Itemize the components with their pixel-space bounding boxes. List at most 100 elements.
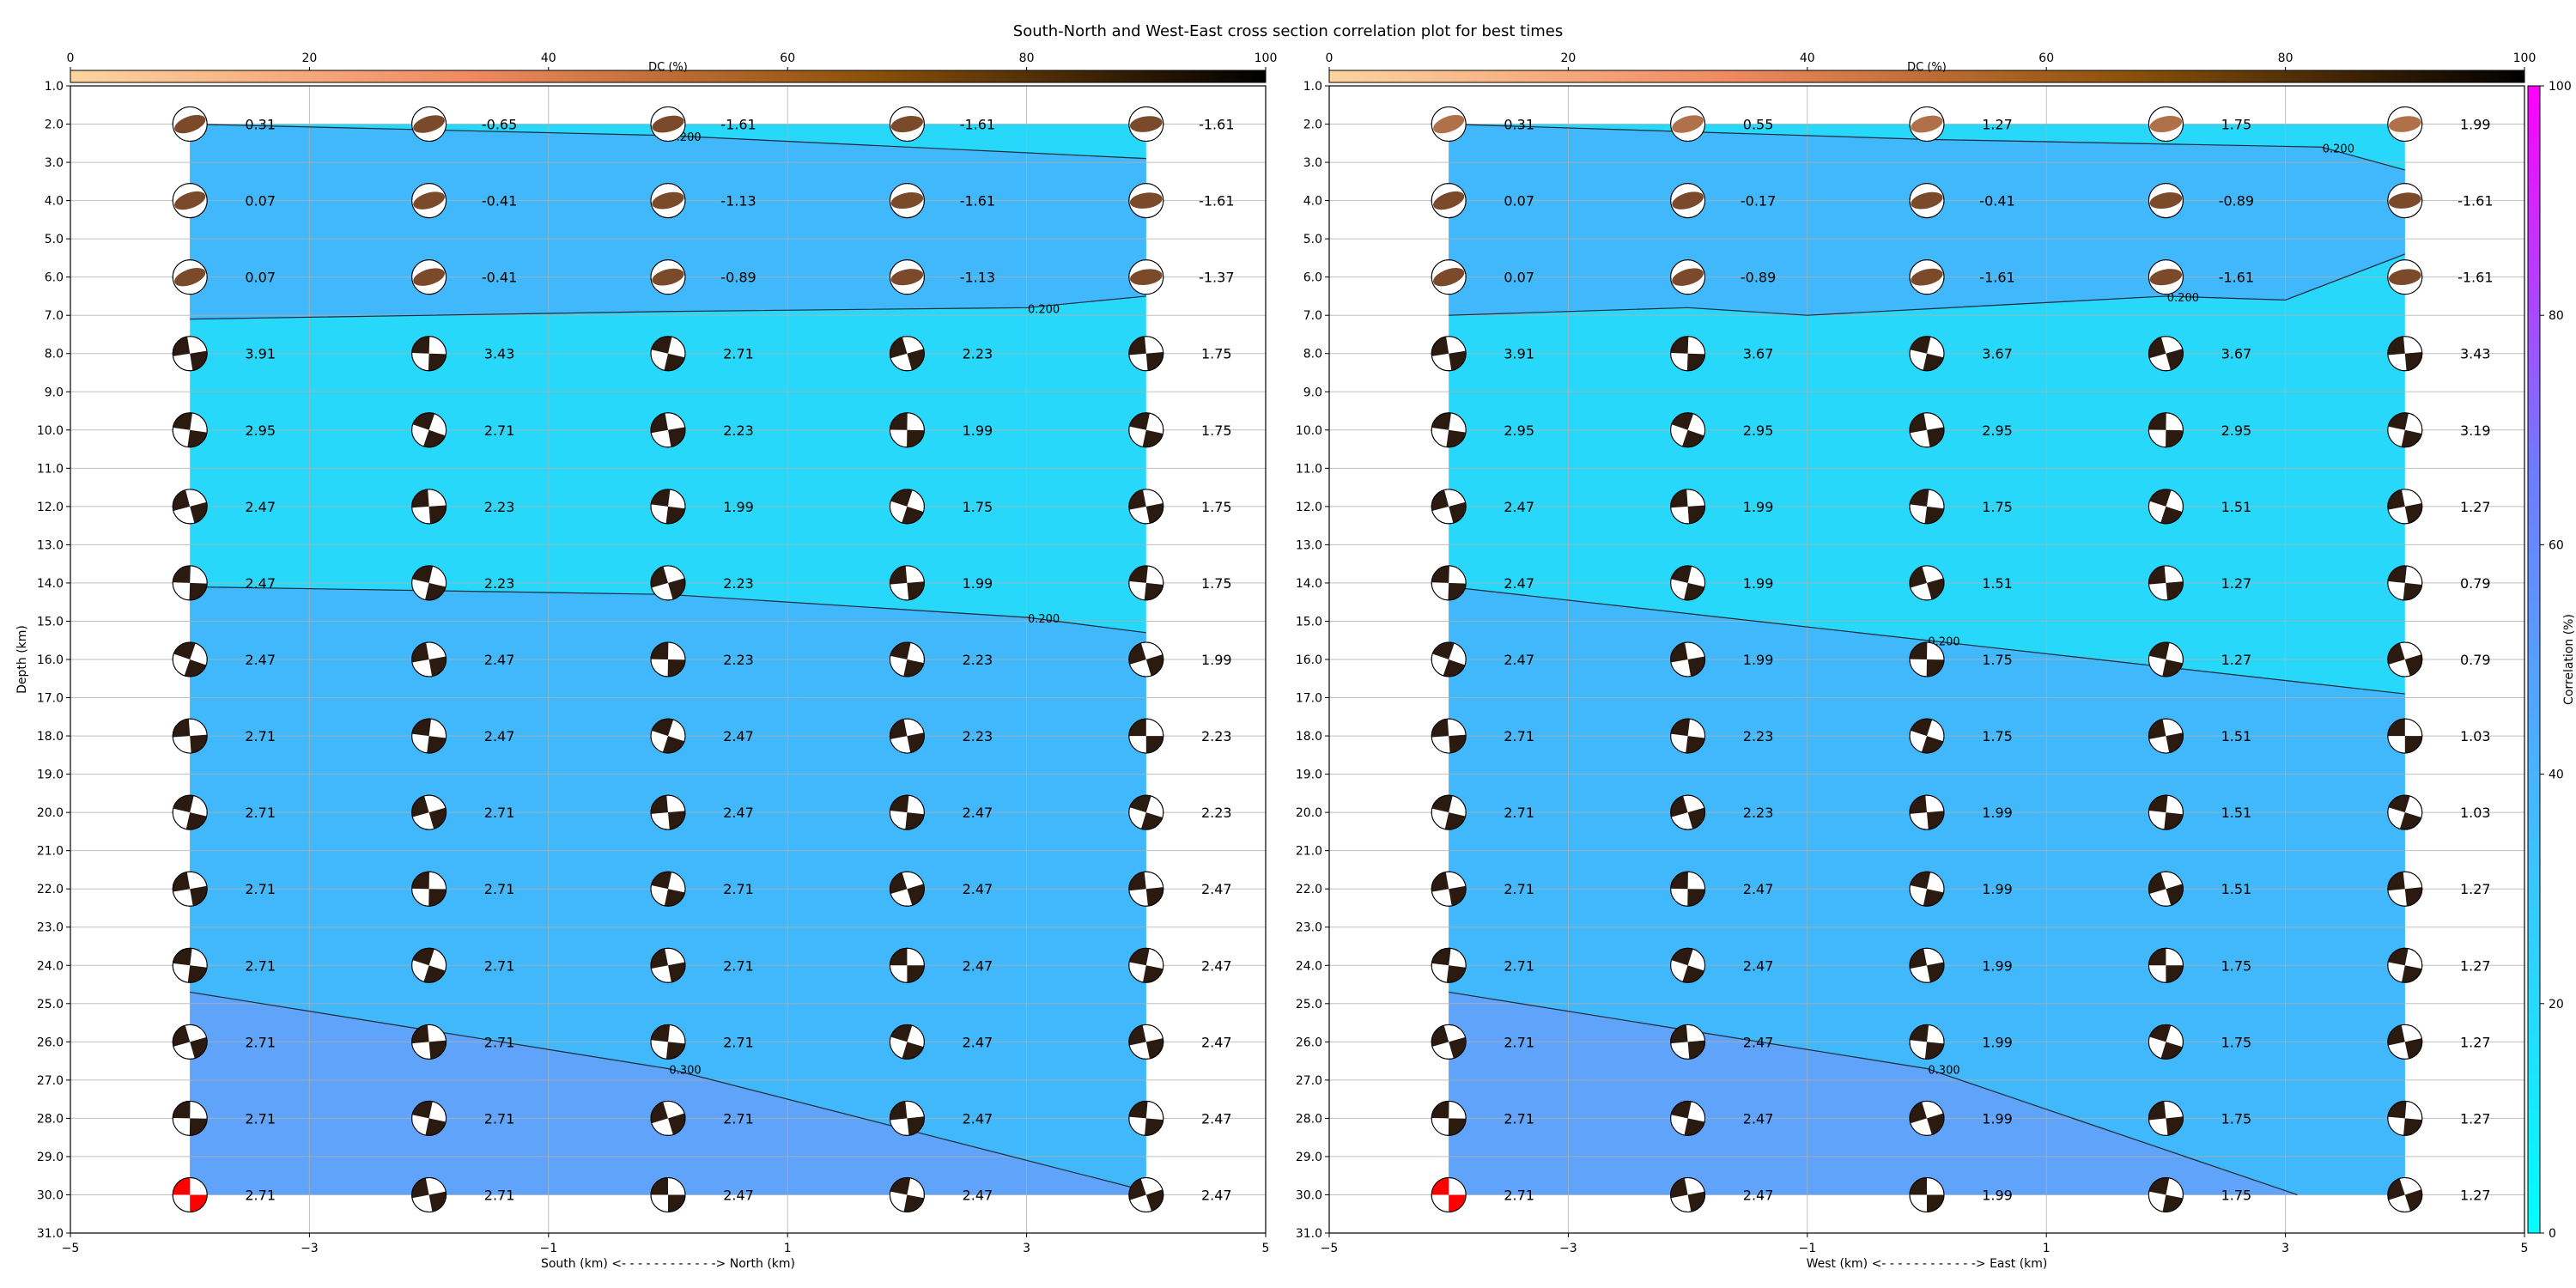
beachball bbox=[1128, 489, 1164, 525]
beachball bbox=[650, 947, 686, 983]
beachball bbox=[1670, 718, 1706, 754]
value-label: 2.47 bbox=[1201, 957, 1232, 974]
beachball bbox=[2148, 1100, 2184, 1136]
beachball-quadrant bbox=[668, 962, 686, 982]
beachball-quadrant bbox=[1924, 1042, 1944, 1060]
beachball-border bbox=[172, 565, 208, 601]
beachball-quadrant bbox=[651, 872, 672, 890]
y-tick-label: 12.0 bbox=[37, 501, 64, 514]
x-tick-label: 1 bbox=[2043, 1242, 2050, 1255]
value-label: 1.51 bbox=[2221, 805, 2252, 821]
beachball-quadrant bbox=[2403, 582, 2422, 600]
y-tick-label: 7.0 bbox=[1303, 309, 1322, 323]
beachball-quadrant bbox=[190, 350, 208, 371]
y-tick-label: 4.0 bbox=[45, 195, 64, 209]
beachball-border bbox=[1670, 1176, 1706, 1212]
beachball-border bbox=[172, 1024, 208, 1060]
beachball bbox=[1670, 1100, 1706, 1136]
beachball-border bbox=[889, 489, 925, 525]
value-label: -1.61 bbox=[1979, 270, 2014, 286]
x-tick-label: −3 bbox=[301, 1242, 319, 1255]
beachball-border bbox=[1431, 106, 1467, 143]
beachball-quadrant bbox=[1431, 565, 1449, 583]
beachball-band bbox=[1911, 191, 1943, 210]
beachball-quadrant bbox=[190, 885, 208, 906]
corr-tick-label: 40 bbox=[2549, 769, 2564, 782]
beachball bbox=[1909, 1176, 1945, 1212]
beachball-border bbox=[889, 259, 925, 295]
value-label: 1.99 bbox=[1982, 1187, 2013, 1203]
beachball-quadrant bbox=[411, 489, 429, 508]
beachball bbox=[1670, 947, 1706, 983]
beachball bbox=[172, 794, 208, 830]
value-label: 1.51 bbox=[2221, 499, 2252, 515]
corr-band-high bbox=[1449, 992, 2298, 1195]
beachball-quadrant bbox=[651, 336, 672, 354]
beachball-border bbox=[650, 1024, 686, 1060]
value-label: -1.13 bbox=[720, 193, 756, 210]
y-tick-label: 27.0 bbox=[37, 1074, 64, 1088]
x-tick-label: 5 bbox=[1262, 1242, 1270, 1255]
beachball bbox=[1909, 489, 1945, 525]
beachball-quadrant bbox=[664, 353, 685, 371]
value-label: 1.75 bbox=[1201, 346, 1232, 362]
beachball-border bbox=[889, 794, 925, 830]
beachball-quadrant bbox=[2387, 489, 2405, 510]
beachball-border bbox=[1128, 565, 1164, 601]
beachball-quadrant bbox=[2388, 948, 2409, 966]
beachball-border bbox=[411, 947, 447, 983]
beachball-quadrant bbox=[1128, 336, 1146, 355]
value-label: 1.99 bbox=[963, 422, 993, 439]
beachball-quadrant bbox=[427, 736, 447, 754]
beachball bbox=[1670, 336, 1706, 372]
value-label: 1.27 bbox=[2221, 652, 2252, 668]
beachball bbox=[1670, 565, 1706, 601]
beachball-band bbox=[2388, 269, 2421, 285]
beachball bbox=[1431, 1024, 1467, 1060]
value-label: 2.71 bbox=[1504, 805, 1534, 821]
beachball-border bbox=[2387, 183, 2423, 219]
beachball bbox=[1670, 871, 1706, 907]
beachball-quadrant bbox=[907, 581, 925, 600]
beachball-quadrant bbox=[2404, 887, 2422, 907]
beachball bbox=[1909, 794, 1945, 830]
beachball bbox=[1431, 871, 1467, 907]
y-tick-label: 23.0 bbox=[1296, 921, 1322, 935]
value-label: 2.71 bbox=[484, 1187, 515, 1203]
value-label: 1.75 bbox=[2221, 1034, 2252, 1050]
beachball-band bbox=[2149, 115, 2183, 133]
value-label: 0.07 bbox=[245, 270, 276, 286]
beachball-quadrant bbox=[1446, 965, 1467, 983]
value-label: -0.41 bbox=[482, 193, 517, 210]
beachball bbox=[2148, 794, 2184, 830]
y-tick-label: 26.0 bbox=[1296, 1036, 1322, 1049]
beachball-border bbox=[172, 183, 208, 219]
beachball-border bbox=[650, 106, 686, 143]
beachball-border bbox=[889, 336, 925, 372]
beachball bbox=[650, 336, 686, 372]
beachball bbox=[2148, 489, 2184, 525]
beachball-quadrant bbox=[667, 659, 685, 677]
beachball-quadrant bbox=[2148, 948, 2166, 966]
corr-tick-label: 60 bbox=[2549, 538, 2564, 552]
x-tick-label: 3 bbox=[2281, 1242, 2289, 1255]
beachball-quadrant bbox=[1910, 872, 1931, 890]
beachball bbox=[1128, 1176, 1164, 1212]
beachball-quadrant bbox=[651, 795, 668, 814]
beachball-quadrant bbox=[2387, 336, 2405, 355]
beachball-band bbox=[1433, 191, 1465, 210]
beachball bbox=[1431, 106, 1467, 143]
beachball bbox=[1128, 336, 1164, 372]
beachball bbox=[2387, 871, 2423, 907]
beachball-border bbox=[2148, 565, 2184, 601]
beachball-border bbox=[1670, 259, 1706, 295]
beachball bbox=[2148, 259, 2184, 295]
beachball-quadrant bbox=[2164, 812, 2184, 830]
beachball-border bbox=[1670, 336, 1706, 372]
value-label: 2.47 bbox=[963, 1187, 993, 1203]
beachball-border bbox=[889, 718, 925, 754]
beachball-band bbox=[1672, 191, 1704, 210]
beachball-border bbox=[1128, 641, 1164, 677]
beachball-quadrant bbox=[1910, 413, 1927, 434]
